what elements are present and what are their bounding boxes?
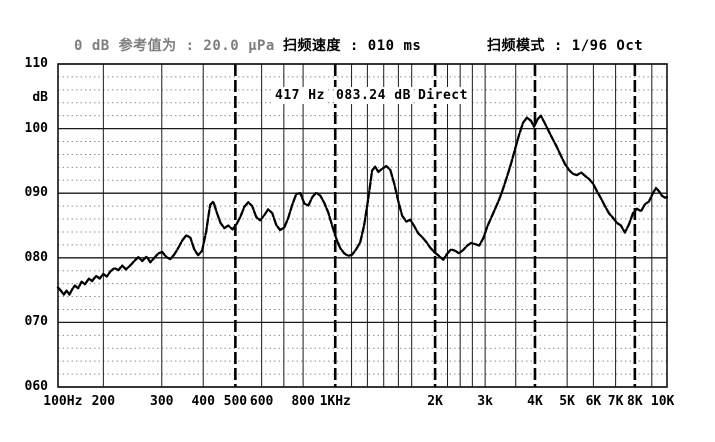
x-tick-label: 3k	[477, 394, 493, 409]
y-tick-label: 090	[24, 185, 48, 201]
grid-minor-horizontal	[58, 76, 667, 375]
cursor-frequency-readout: 417 Hz	[273, 87, 327, 104]
x-tick-label: 600	[249, 394, 274, 409]
x-tick-label: 8K	[627, 394, 643, 409]
response-curve	[56, 114, 669, 296]
sweep-speed-label: 扫频速度 : 010 ms	[283, 38, 422, 54]
cursor-mode-readout: Direct	[416, 87, 470, 104]
x-tick-label: 2K	[427, 394, 443, 409]
sweep-mode-label: 扫频模式 : 1/96 Oct	[487, 38, 644, 54]
x-tick-label: 5K	[559, 394, 575, 409]
plot-border	[57, 63, 668, 388]
x-tick-label: 4K	[527, 394, 543, 409]
y-axis-unit-label: dB	[32, 89, 48, 105]
x-tick-label: 500	[223, 394, 248, 409]
x-tick-label: 7K	[607, 394, 624, 409]
x-tick-label: 200	[91, 394, 116, 409]
x-tick-label: 6K	[585, 394, 602, 409]
y-tick-label: 100	[24, 120, 48, 136]
x-tick-label: 800	[291, 394, 315, 409]
grid-major-horizontal	[58, 63, 667, 388]
y-tick-label: 080	[24, 249, 48, 265]
x-tick-label: 300	[150, 394, 174, 409]
grid-vertical	[102, 64, 653, 387]
grid-octave-vertical	[234, 64, 637, 387]
reference-level-label: 0 dB 参考值为 : 20.0 μPa	[74, 38, 275, 54]
y-tick-label: 070	[24, 314, 48, 330]
y-tick-label: 110	[24, 56, 48, 71]
x-tick-label: 10K	[650, 394, 675, 409]
x-tick-label: 100Hz	[43, 394, 83, 409]
x-tick-label: 1KHz	[319, 394, 351, 409]
cursor-level-readout: 083.24 dB	[334, 87, 413, 104]
y-tick-label: 060	[24, 379, 48, 394]
x-tick-label: 400	[191, 394, 215, 409]
